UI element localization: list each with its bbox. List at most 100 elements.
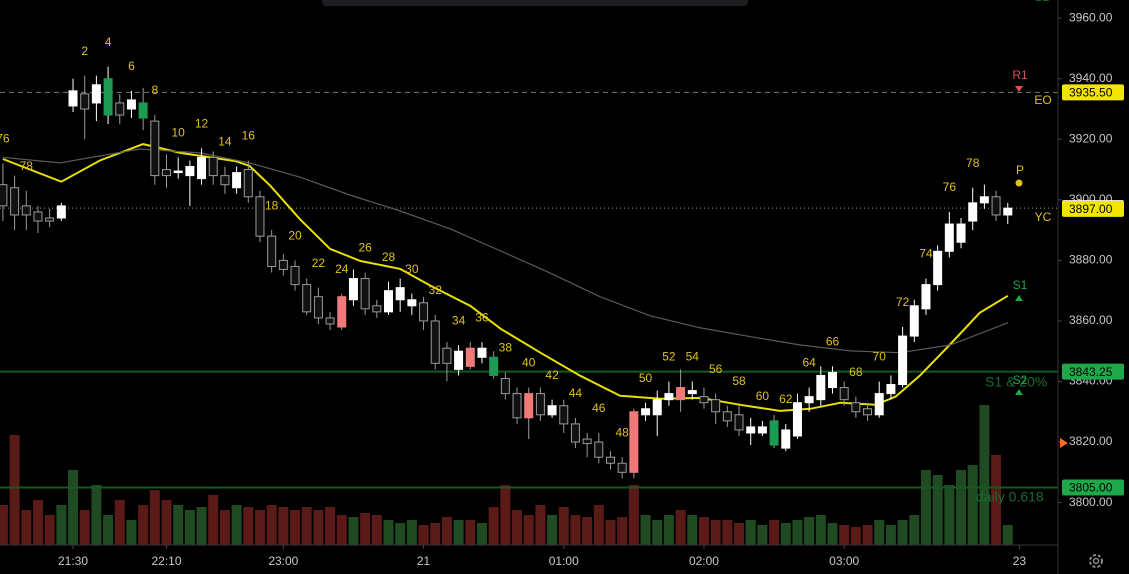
volume-bar <box>547 515 558 545</box>
volume-bar <box>640 515 651 545</box>
candle-body <box>863 408 873 416</box>
candle-body <box>302 284 312 313</box>
volume-bar <box>757 525 768 545</box>
volume-bar <box>663 515 674 545</box>
candle-body <box>360 278 370 310</box>
daily-label: daily 0.618 <box>976 489 1044 505</box>
candle-body <box>21 205 31 216</box>
volume-bar <box>967 465 978 545</box>
candle-body <box>313 296 323 319</box>
bar-number: 48 <box>616 425 630 439</box>
volume-bar <box>523 515 534 545</box>
volume-bar <box>9 435 20 545</box>
volume-bar <box>395 523 406 545</box>
x-tick-label: 23:00 <box>268 554 298 568</box>
bar-number: 76 <box>943 180 957 194</box>
s2-marker <box>1015 389 1023 395</box>
bar-number: 78 <box>966 156 980 170</box>
volume-bar <box>278 507 289 545</box>
volume-bar <box>710 520 721 545</box>
bar-number: 64 <box>802 356 816 370</box>
volume-bar <box>1002 525 1013 545</box>
bar-number: 8 <box>151 83 158 97</box>
volume-bar <box>792 520 803 545</box>
volume-bar <box>184 510 195 545</box>
r1-label: R1 <box>1012 68 1028 82</box>
candle-body <box>477 347 487 358</box>
x-tick-label: 21 <box>417 554 431 568</box>
candle-body <box>524 393 534 419</box>
volume-bar <box>804 517 815 545</box>
volume-bar <box>850 527 861 545</box>
candle-body <box>430 320 440 364</box>
candle-body <box>652 399 662 416</box>
volume-bar <box>21 510 32 545</box>
candle-body <box>325 317 335 325</box>
volume-bar <box>617 517 628 545</box>
volume-bar <box>173 505 184 545</box>
bar-number: 62 <box>779 392 793 406</box>
volume-bar <box>652 520 663 545</box>
volume-bar <box>991 455 1002 545</box>
y-tick-label: 3920.00 <box>1069 131 1113 145</box>
volume-bar <box>348 517 359 545</box>
bar-number: 38 <box>499 341 513 355</box>
candle-body <box>769 420 779 446</box>
volume-bar <box>745 520 756 545</box>
candle-body <box>641 408 651 416</box>
top-toolbar[interactable] <box>322 0 748 6</box>
x-tick-label: 01:00 <box>549 554 579 568</box>
price-tag-label: 3897.00 <box>1069 202 1113 216</box>
candle-body <box>161 169 171 177</box>
r1-marker <box>1015 86 1023 92</box>
y-tick-label: 3820.00 <box>1069 434 1113 448</box>
bar-number: 24 <box>335 262 349 276</box>
candle-body <box>197 156 207 180</box>
candle-body <box>933 250 943 286</box>
volume-bar <box>453 520 464 545</box>
volume-bar <box>418 525 429 545</box>
volume-bar <box>79 510 90 545</box>
volume-bar <box>126 520 137 545</box>
bar-number: 52 <box>662 350 676 364</box>
volume-bar <box>32 500 43 545</box>
p-marker <box>1015 179 1023 187</box>
candle-body <box>395 287 405 301</box>
volume-bar <box>476 523 487 545</box>
volume-bar <box>605 520 616 545</box>
candle-body <box>991 196 1001 216</box>
volume-bar <box>161 500 172 545</box>
bar-number: 54 <box>686 350 700 364</box>
candle-body <box>56 205 66 219</box>
candle-body <box>33 211 43 222</box>
bar-number: 72 <box>896 295 910 309</box>
s2-label: S2 <box>1013 373 1028 387</box>
candle-body <box>839 387 849 401</box>
settings-icon[interactable] <box>1089 554 1103 568</box>
candle-body <box>68 90 78 107</box>
volume-bar <box>44 515 55 545</box>
candle-body <box>746 426 756 434</box>
candle-body <box>874 393 884 416</box>
volume-bar <box>114 500 125 545</box>
volume-bar <box>558 507 569 545</box>
volume-layer <box>0 405 1013 545</box>
volume-bar <box>103 515 114 545</box>
candle-body <box>804 396 814 404</box>
candle-body <box>138 102 148 119</box>
volume-bar <box>0 505 8 545</box>
volume-bar <box>570 515 581 545</box>
bar-number: 46 <box>592 401 606 415</box>
candle-body <box>816 374 826 401</box>
candle-body <box>337 296 347 328</box>
candle-body <box>594 441 604 458</box>
volume-bar <box>815 515 826 545</box>
candle-body <box>290 265 300 286</box>
candle-body <box>968 202 978 222</box>
candle-body <box>944 223 954 252</box>
volume-bar <box>780 523 791 545</box>
volume-bar <box>231 505 242 545</box>
bar-number: 6 <box>128 59 135 73</box>
candle-body <box>185 166 195 177</box>
